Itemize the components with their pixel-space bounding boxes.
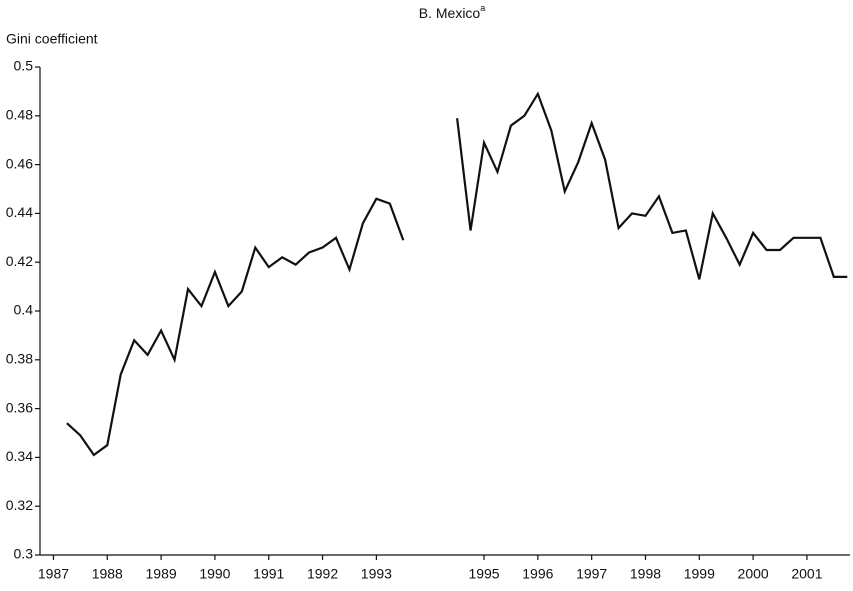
x-tick-label: 1993 bbox=[361, 566, 392, 582]
y-tick-label: 0.42 bbox=[6, 253, 33, 269]
x-tick-label: 1991 bbox=[253, 566, 284, 582]
data-line bbox=[66, 91, 848, 457]
y-tick-label: 0.46 bbox=[6, 155, 33, 171]
x-tick-label: 2000 bbox=[738, 566, 769, 582]
y-tick-label: 0.36 bbox=[6, 399, 33, 415]
y-tick-label: 0.48 bbox=[6, 107, 33, 123]
x-tick-label: 1995 bbox=[468, 566, 499, 582]
x-tick-label: 1989 bbox=[146, 566, 177, 582]
x-tick-label: 2001 bbox=[791, 566, 822, 582]
x-tick-label: 1990 bbox=[199, 566, 230, 582]
x-tick-label: 1992 bbox=[307, 566, 338, 582]
y-tick-label: 0.38 bbox=[6, 351, 33, 367]
y-axis-label: Gini coefficient bbox=[6, 31, 98, 47]
y-tick-label: 0.3 bbox=[14, 546, 34, 562]
x-tick-label: 1996 bbox=[522, 566, 553, 582]
x-tick-label: 1999 bbox=[684, 566, 715, 582]
title-text: B. Mexico bbox=[419, 5, 481, 21]
x-tick-label: 1997 bbox=[576, 566, 607, 582]
y-tick-label: 0.4 bbox=[14, 302, 34, 318]
y-tick-label: 0.34 bbox=[6, 448, 33, 464]
y-tick-label: 0.5 bbox=[14, 58, 34, 74]
title-superscript: a bbox=[480, 3, 485, 13]
chart-title: B. Mexicoa bbox=[419, 3, 485, 20]
y-tick-label: 0.44 bbox=[6, 204, 33, 220]
x-tick-label: 1988 bbox=[92, 566, 123, 582]
x-tick-label: 1987 bbox=[38, 566, 69, 582]
y-tick-label: 0.32 bbox=[6, 497, 33, 513]
x-tick-label: 1998 bbox=[630, 566, 661, 582]
